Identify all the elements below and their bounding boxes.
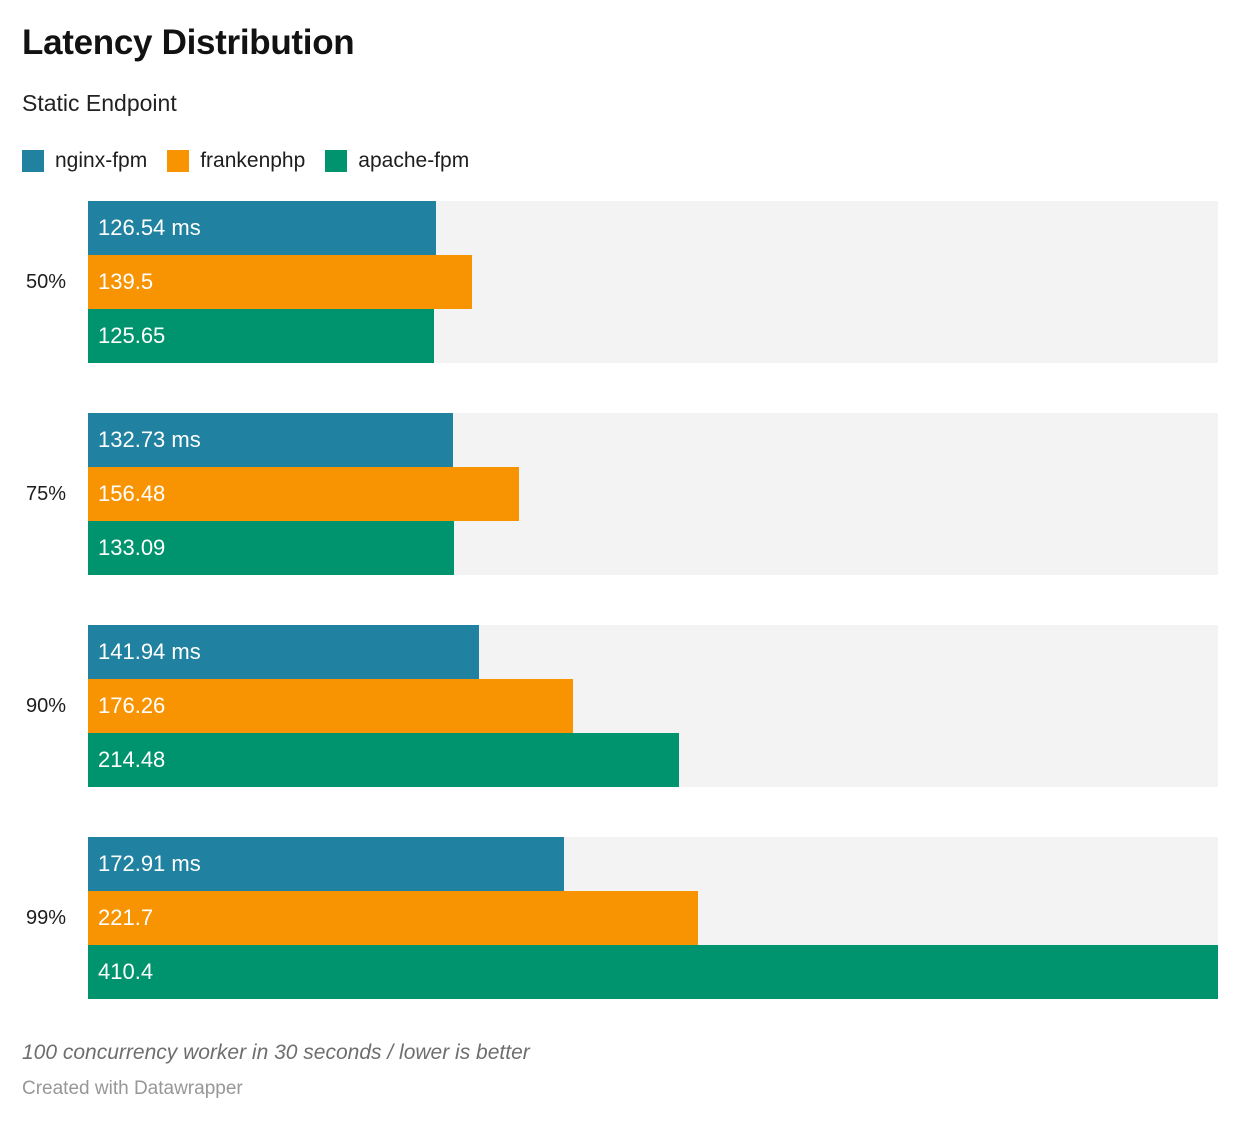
value-label: 125.65 — [98, 323, 166, 348]
bar-nginx-fpm: 132.73 ms — [88, 413, 454, 467]
value-label: 172.91 ms — [98, 851, 201, 876]
page-title: Latency Distribution — [22, 23, 355, 62]
bar-stack: 172.91 ms 221.7 410.4 — [88, 837, 1218, 999]
value-label: 176.26 — [98, 693, 166, 718]
bar-apache-fpm: 133.09 — [88, 521, 455, 575]
bar-frankenphp: 176.26 — [88, 679, 574, 733]
bar-track: 132.73 ms — [88, 413, 1218, 467]
category-label: 75% — [25, 482, 66, 505]
bar-track: 125.65 — [88, 309, 1218, 363]
bar-nginx-fpm: 141.94 ms — [88, 625, 479, 679]
bar-track: 139.5 — [88, 255, 1218, 309]
legend-item-apache-fpm: apache-fpm — [325, 149, 469, 173]
category-label: 90% — [25, 694, 66, 717]
legend-swatch-icon — [167, 150, 190, 172]
bar-apache-fpm: 410.4 — [88, 945, 1218, 999]
chart-header: Latency Distribution Static Endpoint — [22, 22, 1218, 117]
value-label: 156.48 — [98, 481, 166, 506]
value-label: 139.5 — [98, 269, 154, 294]
bar-frankenphp: 156.48 — [88, 467, 519, 521]
bar-track: 133.09 — [88, 521, 1218, 575]
category-label: 99% — [25, 906, 66, 929]
page-subtitle: Static Endpoint — [22, 90, 177, 116]
legend-item-nginx-fpm: nginx-fpm — [22, 149, 147, 173]
value-label: 214.48 — [98, 747, 166, 772]
bar-group-90%: 90% 141.94 ms 176.26 214.48 — [22, 625, 1218, 787]
bar-track: 221.7 — [88, 891, 1218, 945]
bar-group-50%: 50% 126.54 ms 139.5 125.65 — [22, 201, 1218, 363]
category-label: 50% — [25, 270, 66, 293]
bar-track: 410.4 — [88, 945, 1218, 999]
value-label: 141.94 ms — [98, 639, 201, 664]
bar-stack: 132.73 ms 156.48 133.09 — [88, 413, 1218, 575]
legend-swatch-icon — [22, 150, 44, 172]
value-label: 221.7 — [98, 905, 154, 930]
bar-track: 126.54 ms — [88, 201, 1218, 255]
bar-track: 156.48 — [88, 467, 1218, 521]
bar-frankenphp: 139.5 — [88, 255, 473, 309]
value-label: 126.54 ms — [98, 215, 201, 240]
legend-label: frankenphp — [200, 149, 306, 172]
value-label: 132.73 ms — [98, 427, 201, 452]
bar-stack: 141.94 ms 176.26 214.48 — [88, 625, 1218, 787]
legend: nginx-fpm frankenphp apache-fpm — [22, 149, 1218, 173]
bar-track: 214.48 — [88, 733, 1218, 787]
bar-stack: 126.54 ms 139.5 125.65 — [88, 201, 1218, 363]
value-label: 133.09 — [98, 535, 166, 560]
bar-chart: 50% 126.54 ms 139.5 125.65 75% 132.73 ms 156.4… — [22, 201, 1218, 999]
legend-label: nginx-fpm — [55, 149, 148, 172]
bar-group-99%: 99% 172.91 ms 221.7 410.4 — [22, 837, 1218, 999]
bar-nginx-fpm: 172.91 ms — [88, 837, 565, 891]
footer-note: 100 concurrency worker in 30 seconds / l… — [22, 1041, 530, 1064]
datawrapper-credit: Created with Datawrapper — [22, 1078, 243, 1099]
bar-track: 141.94 ms — [88, 625, 1218, 679]
bar-group-75%: 75% 132.73 ms 156.48 133.09 — [22, 413, 1218, 575]
legend-item-frankenphp: frankenphp — [167, 149, 305, 173]
legend-swatch-icon — [325, 150, 348, 172]
bar-nginx-fpm: 126.54 ms — [88, 201, 437, 255]
bar-frankenphp: 221.7 — [88, 891, 699, 945]
bar-track: 176.26 — [88, 679, 1218, 733]
legend-label: apache-fpm — [358, 149, 470, 172]
bar-apache-fpm: 214.48 — [88, 733, 679, 787]
bar-track: 172.91 ms — [88, 837, 1218, 891]
value-label: 410.4 — [98, 959, 154, 984]
bar-apache-fpm: 125.65 — [88, 309, 434, 363]
